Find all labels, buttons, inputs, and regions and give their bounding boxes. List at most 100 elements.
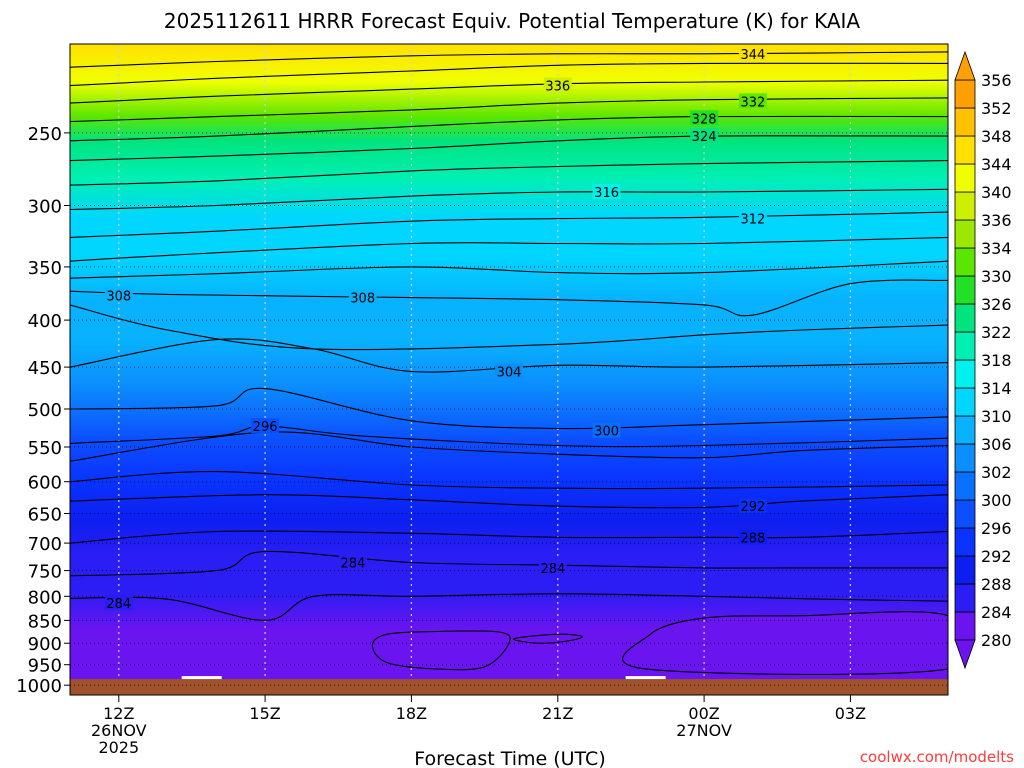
x-tick-label: 12Z — [103, 704, 134, 723]
y-tick-label: 600 — [28, 473, 62, 494]
contour-label-bg — [104, 595, 133, 611]
contour-label-text: 316 — [594, 186, 619, 201]
colorbar-swatch — [954, 471, 976, 501]
contour-label-344: 344 — [738, 45, 767, 63]
y-tick-label: 400 — [28, 311, 62, 332]
contour-closed-280 — [371, 630, 511, 671]
x-axis-label: Forecast Time (UTC) — [414, 748, 605, 768]
contour-label-316: 316 — [592, 184, 621, 201]
y-tick-label: 250 — [28, 124, 62, 145]
colorbar-label: 334 — [981, 239, 1012, 258]
contour-label-text: 312 — [740, 213, 765, 228]
contour-line-310 — [70, 260, 948, 279]
credit-text: coolwx.com/modelts — [860, 748, 1014, 766]
colorbar-swatch — [954, 275, 976, 305]
contour-line-320 — [70, 160, 948, 186]
y-tick-label: 450 — [28, 358, 62, 379]
colorbar-swatch — [954, 611, 976, 641]
contour-label-bg — [592, 422, 621, 438]
contour-line-300 — [70, 387, 948, 430]
colorbar-swatch — [954, 443, 976, 473]
contour-line-296 — [70, 425, 948, 448]
contour-label-text: 308 — [350, 292, 375, 307]
contour-line-336 — [70, 79, 948, 104]
contour-label-312: 312 — [738, 210, 767, 228]
x-tick-label: 18Z — [396, 704, 427, 723]
contour-label-text: 284 — [540, 562, 565, 577]
colorbar-label: 326 — [981, 295, 1012, 314]
contour-line-308 — [70, 304, 948, 351]
colorbar-swatch — [954, 191, 976, 221]
colorbar-swatch — [954, 219, 976, 249]
colorbar-label: 344 — [981, 155, 1012, 174]
x-tick-sublabel: 2025 — [98, 738, 139, 757]
colorbar-swatch — [954, 527, 976, 557]
contour-line-324 — [70, 135, 948, 162]
contour-label-text: 336 — [545, 80, 570, 95]
colorbar: 280 284 288 292 296 300 302 306 310 314 318 322 326 3… — [954, 50, 1012, 670]
contour-label-text: 292 — [740, 500, 765, 515]
colorbar-label: 356 — [981, 71, 1012, 90]
colorbar-label: 300 — [981, 491, 1012, 510]
contour-label-324: 324 — [690, 128, 719, 145]
contour-label-bg — [690, 110, 719, 126]
y-tick-label: 850 — [28, 611, 62, 632]
colorbar-label: 288 — [981, 575, 1012, 594]
colorbar-label: 352 — [981, 99, 1012, 118]
colorbar-label: 280 — [981, 631, 1012, 650]
y-tick-label: 650 — [28, 505, 62, 526]
contour-line-308 — [70, 279, 948, 317]
contour-line-328 — [70, 115, 948, 142]
colorbar-label: 310 — [981, 407, 1012, 426]
contour-line-288 — [70, 530, 948, 544]
y-tick-label: 1000 — [16, 676, 62, 697]
colorbar-swatch — [954, 303, 976, 333]
contour-label-text: 324 — [692, 130, 717, 145]
colorbar-swatch — [954, 107, 976, 137]
y-tick-label: 500 — [28, 400, 62, 421]
contour-label-bg — [104, 287, 133, 303]
contour-label-bg — [738, 45, 767, 61]
contour-label-300: 300 — [592, 422, 621, 440]
contour-label-text: 328 — [692, 112, 717, 127]
colorbar-label: 336 — [981, 211, 1012, 230]
contour-label-292: 292 — [738, 498, 767, 515]
y-tick-label: 550 — [28, 438, 62, 459]
contour-label-text: 300 — [594, 425, 619, 440]
colorbar-swatch — [954, 583, 976, 613]
contour-label-bg — [592, 184, 621, 199]
contour-label-text: 296 — [253, 420, 278, 435]
contour-label-332: 332 — [738, 93, 767, 110]
contour-label-bg — [738, 529, 767, 545]
contour-line-284 — [70, 550, 948, 577]
contour-label-text: 308 — [106, 290, 131, 305]
contour-label-bg — [738, 93, 767, 109]
colorbar-label: 322 — [981, 323, 1012, 342]
x-tick-sublabel: 27NOV — [676, 721, 732, 740]
x-tick-sublabel: 26NOV — [91, 721, 147, 740]
x-tick-label: 15Z — [249, 704, 280, 723]
colorbar-label: 292 — [981, 547, 1012, 566]
contour-line-296 — [70, 471, 948, 490]
contour-label-308: 308 — [104, 287, 133, 305]
surface-marker — [181, 676, 222, 680]
contour-line-292 — [70, 494, 948, 509]
y-tick-label: 700 — [28, 534, 62, 555]
colorbar-swatch — [954, 415, 976, 445]
contour-line-312 — [70, 236, 948, 262]
colorbar-swatch — [954, 555, 976, 585]
y-tick-label: 750 — [28, 562, 62, 583]
plot-frame — [69, 43, 949, 696]
colorbar-label: 330 — [981, 267, 1012, 286]
colorbar-swatch — [954, 135, 976, 165]
colorbar-swatch — [954, 499, 976, 529]
contour-label-bg — [738, 498, 767, 514]
contour-label-text: 344 — [740, 48, 765, 63]
ground-surface — [70, 679, 948, 695]
colorbar-label: 306 — [981, 435, 1012, 454]
colorbar-extend-bottom — [954, 639, 976, 670]
contour-label-text: 304 — [497, 366, 522, 381]
contour-line-340 — [70, 62, 948, 87]
colorbar-label: 314 — [981, 379, 1012, 398]
contour-label-308: 308 — [348, 289, 377, 307]
